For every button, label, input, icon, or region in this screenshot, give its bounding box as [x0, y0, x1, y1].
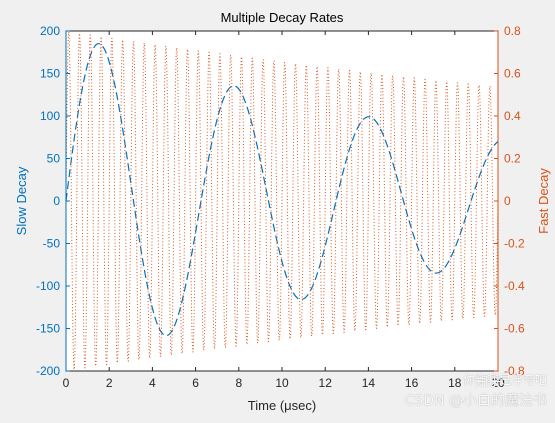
- watermark: 知乎 CSDN @小白的魔法书 你当我是浮夸吧: [404, 373, 547, 410]
- x-tick-label: 20: [491, 376, 505, 390]
- x-tick-label: 8: [235, 376, 242, 390]
- left-y-tick-label: 100: [40, 109, 60, 123]
- left-y-axis-label: Slow Decay: [14, 166, 29, 235]
- x-tick-label: 10: [275, 376, 289, 390]
- series-slow-decay: [65, 42, 499, 337]
- left-y-tick-label: 0: [53, 194, 60, 208]
- x-tick-label: 14: [362, 376, 376, 390]
- right-y-tick-label: -0.2: [504, 237, 525, 251]
- right-y-tick-label: 0.2: [504, 152, 521, 166]
- chart-title: Multiple Decay Rates: [221, 10, 344, 25]
- right-y-tick-label: -0.8: [504, 364, 525, 378]
- left-y-tick-label: -50: [43, 237, 61, 251]
- right-y-tick-label: -0.6: [504, 322, 525, 336]
- x-tick-label: 0: [63, 376, 70, 390]
- x-tick-label: 18: [448, 376, 462, 390]
- axes-layer: 0 2 4 6 8 10 12 14 16 18 20 -200 -150 -100 -50 0 50 100 15…: [36, 24, 525, 390]
- right-y-tick-label: 0.4: [504, 109, 521, 123]
- x-tick-label: 6: [192, 376, 199, 390]
- series-fast-decay: [65, 31, 499, 370]
- x-axis-label: Time (μsec): [248, 398, 316, 413]
- watermark-line2: CSDN @小白的魔法书: [404, 393, 547, 409]
- watermark-overlay: 你当我是浮夸吧: [462, 373, 547, 387]
- right-y-tick-label: 0: [504, 194, 511, 208]
- right-y-axis-label: Fast Decay: [536, 168, 551, 234]
- right-y-tick-label: 0.6: [504, 67, 521, 81]
- right-y-tick-label: -0.4: [504, 279, 525, 293]
- right-y-tick-label: 0.8: [504, 24, 521, 38]
- x-tick-label: 2: [106, 376, 113, 390]
- x-tick-label: 16: [405, 376, 419, 390]
- left-y-tick-label: -100: [36, 279, 60, 293]
- left-y-tick-label: -200: [36, 364, 60, 378]
- x-tick-label: 4: [149, 376, 156, 390]
- series-layer: [65, 31, 499, 370]
- left-y-tick-label: 150: [40, 67, 60, 81]
- watermark-line1: 知乎: [474, 375, 501, 390]
- left-y-tick-label: -150: [36, 322, 60, 336]
- left-y-tick-label: 200: [40, 24, 60, 38]
- left-y-tick-label: 50: [47, 152, 61, 166]
- x-tick-label: 12: [319, 376, 333, 390]
